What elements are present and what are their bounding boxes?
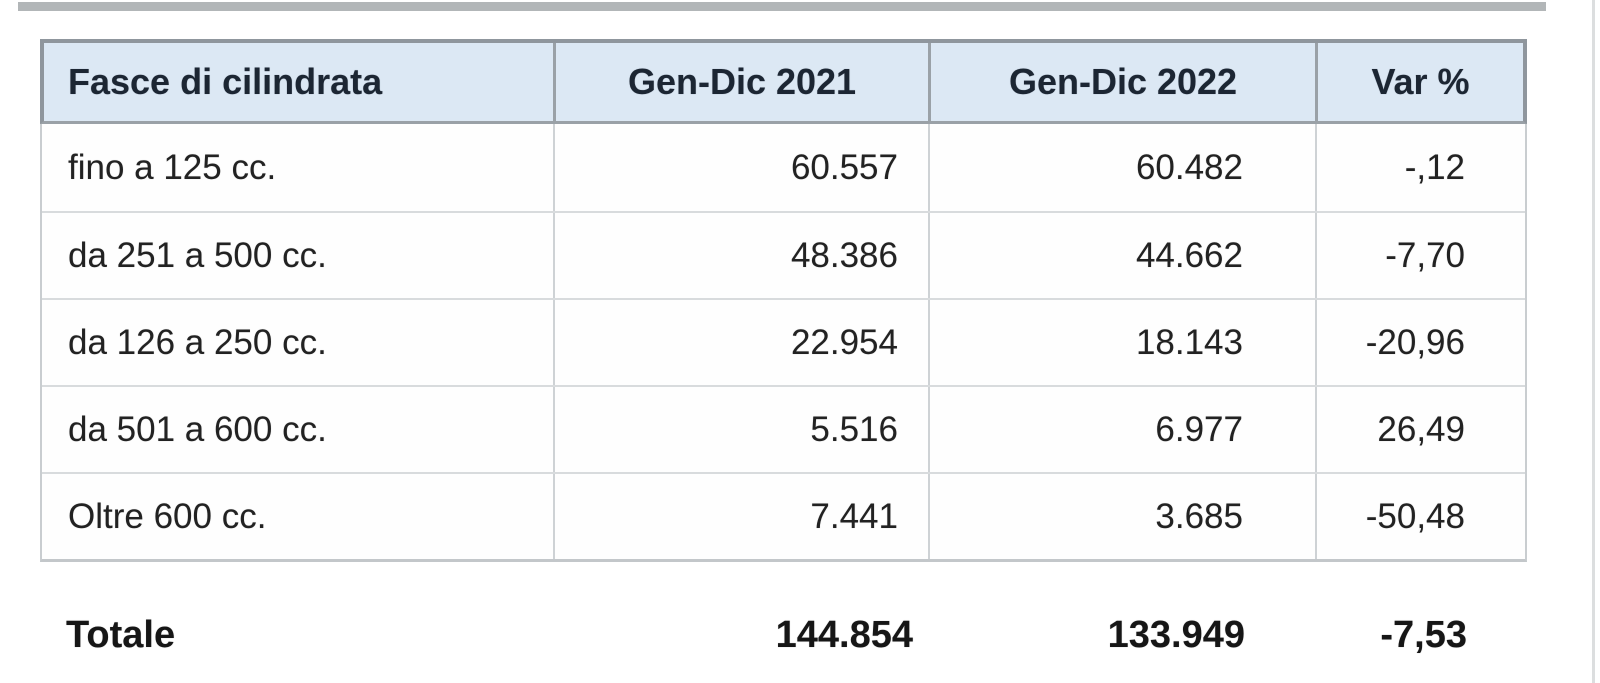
table-body: fino a 125 cc. 60.557 60.482 -,12 da 251…	[40, 124, 1527, 562]
value-2022: 6.977	[928, 387, 1315, 472]
row-label: fino a 125 cc.	[68, 147, 277, 187]
displacement-table: Fasce di cilindrata Gen-Dic 2021 Gen-Dic…	[40, 39, 1527, 562]
table-row: Oltre 600 cc. 7.441 3.685 -50,48	[42, 472, 1525, 559]
value-var-pct: -50,48	[1315, 474, 1525, 559]
value-2022: 3.685	[928, 474, 1315, 559]
row-label: da 126 a 250 cc.	[68, 322, 327, 362]
table-total-row: Totale 144.854 133.949 -7,53	[40, 605, 1527, 665]
value-2021: 60.557	[553, 124, 928, 211]
row-label: Oltre 600 cc.	[68, 496, 267, 536]
total-value-2022: 133.949	[1107, 613, 1245, 656]
table-header-row: Fasce di cilindrata Gen-Dic 2021 Gen-Dic…	[40, 39, 1527, 124]
page-right-edge	[1592, 0, 1595, 683]
table-row: da 501 a 600 cc. 5.516 6.977 26,49	[42, 385, 1525, 472]
value-2021: 22.954	[553, 300, 928, 385]
value-var-pct: -7,70	[1315, 213, 1525, 298]
table-row: da 251 a 500 cc. 48.386 44.662 -7,70	[42, 211, 1525, 298]
table-row: da 126 a 250 cc. 22.954 18.143 -20,96	[42, 298, 1525, 385]
total-value-2021: 144.854	[775, 613, 913, 656]
value-2022: 44.662	[928, 213, 1315, 298]
value-2021: 7.441	[553, 474, 928, 559]
row-label: da 251 a 500 cc.	[68, 235, 327, 275]
header-var-pct: Var %	[1315, 43, 1523, 121]
value-2021: 5.516	[553, 387, 928, 472]
page-top-bar	[18, 2, 1546, 11]
row-label: da 501 a 600 cc.	[68, 409, 327, 449]
value-2021: 48.386	[553, 213, 928, 298]
header-fasce-di-cilindrata: Fasce di cilindrata	[68, 61, 383, 102]
value-var-pct: 26,49	[1315, 387, 1525, 472]
value-var-pct: -,12	[1315, 124, 1525, 211]
value-2022: 18.143	[928, 300, 1315, 385]
value-2022: 60.482	[928, 124, 1315, 211]
header-gen-dic-2022: Gen-Dic 2022	[928, 43, 1315, 121]
table-row: fino a 125 cc. 60.557 60.482 -,12	[42, 124, 1525, 211]
header-gen-dic-2021: Gen-Dic 2021	[553, 43, 928, 121]
value-var-pct: -20,96	[1315, 300, 1525, 385]
total-value-var-pct: -7,53	[1380, 613, 1467, 656]
total-label: Totale	[66, 613, 176, 656]
